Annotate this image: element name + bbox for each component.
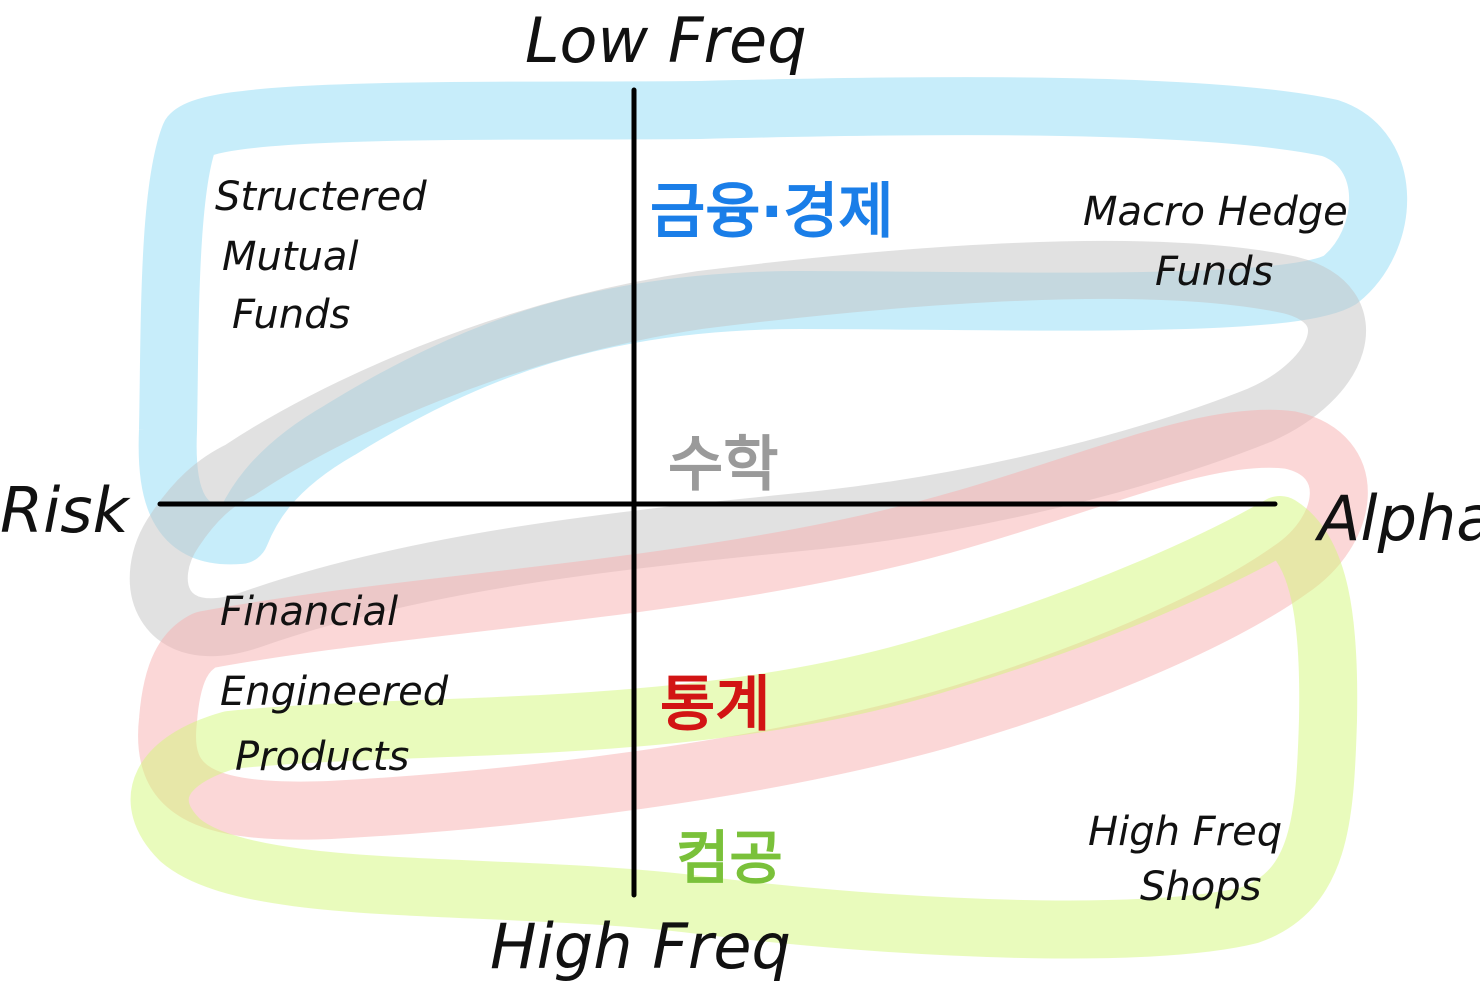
axes <box>157 87 1278 898</box>
band-label-finance: 금융·경제 <box>650 177 894 247</box>
quadrant-label-line: Financial <box>220 589 398 635</box>
band-label-stats: 통계 <box>660 670 770 740</box>
axis-label-top: Low Freq <box>525 4 807 77</box>
quadrant-bottom-right: High Freq Shops <box>1088 809 1282 910</box>
quadrant-label-line: Structered <box>215 174 427 220</box>
quadrant-bottom-left: Financial Engineered Products <box>220 589 449 780</box>
highlight-bands <box>129 77 1408 959</box>
axis-label-bottom: High Freq <box>490 910 791 983</box>
quadrant-top-left: Structered Mutual Funds <box>215 174 427 338</box>
quadrant-label-line: Macro Hedge <box>1083 189 1348 235</box>
quadrant-label-line: Products <box>235 734 409 780</box>
quadrant-label-line: Engineered <box>220 669 449 715</box>
band-stats-loop <box>138 409 1368 840</box>
axis-label-right: Alpha <box>1314 482 1480 555</box>
quadrant-label-line: Funds <box>232 292 350 338</box>
band-label-cs: 컴공 <box>676 824 783 892</box>
quadrant-top-right: Macro Hedge Funds <box>1083 189 1348 295</box>
band-cs-loop <box>130 496 1358 959</box>
quadrant-label-line: Mutual <box>222 234 359 280</box>
quadrant-label-line: High Freq <box>1088 809 1282 855</box>
quadrant-label-line: Funds <box>1155 249 1273 295</box>
band-label-math: 수학 <box>668 430 778 500</box>
quadrant-label-line: Shops <box>1140 864 1261 910</box>
axis-label-left: Risk <box>0 474 131 547</box>
